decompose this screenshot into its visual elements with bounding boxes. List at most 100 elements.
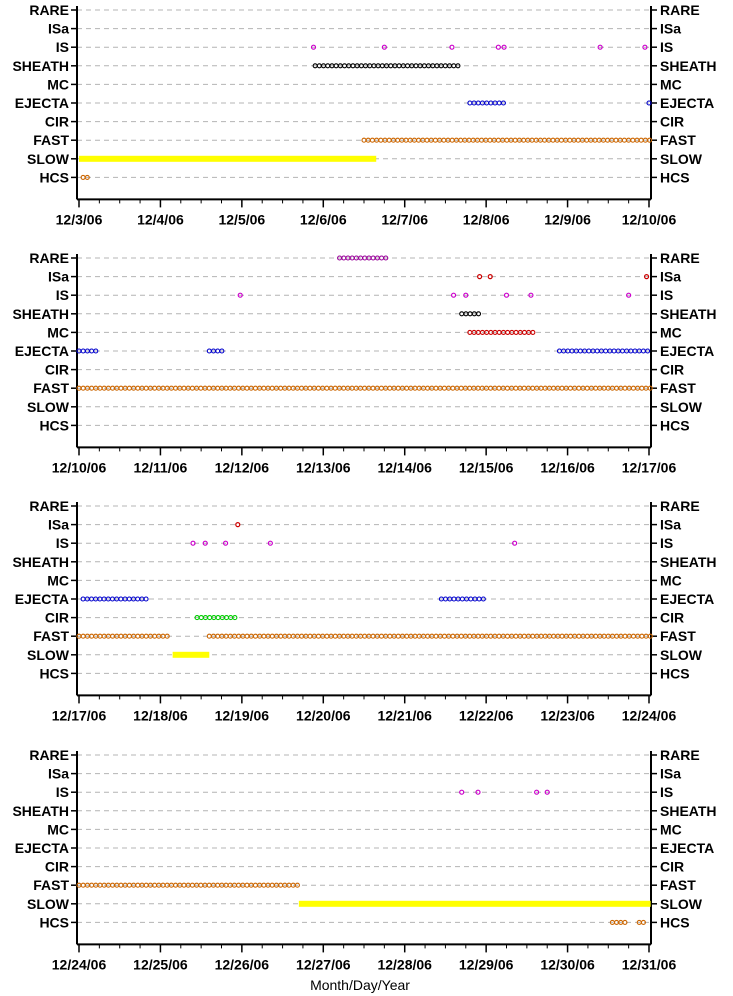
category-label-left: IS (56, 535, 69, 551)
category-label-right: SLOW (660, 399, 703, 415)
event-point-is (267, 540, 273, 546)
category-label-right: SHEATH (660, 803, 717, 819)
x-tick-label: 12/17/06 (52, 707, 107, 723)
event-range-ejecta (459, 596, 465, 602)
x-tick-label: 12/19/06 (215, 707, 270, 723)
event-point-is (237, 292, 243, 298)
event-range-fast (441, 385, 447, 391)
event-range-ejecta (645, 348, 651, 354)
event-range-mc (521, 329, 528, 335)
event-range-ejecta (219, 348, 225, 354)
category-label-left: FAST (33, 877, 69, 893)
category-label-right: ISa (660, 517, 681, 533)
x-tick-label: 12/26/06 (215, 956, 270, 972)
category-label-right: MC (660, 324, 682, 340)
event-point-is (642, 44, 648, 50)
event-point-is (597, 44, 603, 50)
category-label-right: CIR (660, 362, 684, 378)
event-range-fast (135, 633, 141, 639)
event-range-fast (315, 385, 321, 391)
event-range-fast (504, 137, 510, 143)
category-label-left: MC (47, 76, 69, 92)
event-point-is (626, 292, 632, 298)
category-label-right: EJECTA (660, 591, 714, 607)
category-label-right: SLOW (660, 896, 703, 912)
category-label-left: RARE (29, 498, 69, 514)
event-range-fast (189, 385, 195, 391)
category-label-left: HCS (39, 417, 69, 433)
category-label-left: MC (47, 821, 69, 837)
category-label-right: CIR (660, 114, 684, 130)
event-range-sheath (404, 63, 411, 69)
category-label-right: IS (660, 287, 673, 303)
event-point-is (512, 540, 518, 546)
event-range-fast (294, 882, 300, 888)
event-range-hcs (640, 919, 646, 925)
event-range-fast (324, 633, 330, 639)
x-tick-label: 12/31/06 (622, 956, 677, 972)
event-range-fast (567, 633, 574, 639)
event-range-fast (621, 137, 627, 143)
event-range-fast (261, 633, 267, 639)
event-range-fast (647, 137, 653, 143)
event-range-ejecta (500, 100, 507, 106)
event-range-ejecta (603, 348, 609, 354)
x-tick-label: 12/15/06 (459, 459, 514, 475)
category-label-right: HCS (660, 665, 690, 681)
event-range-fast (378, 137, 384, 143)
event-point-isa (235, 521, 241, 528)
event-range-fast (576, 633, 582, 639)
event-point-is (459, 789, 465, 795)
timeline-panel: RARE RARE ISa ISa IS IS SHEATH SHEATH MC MC EJECTA… (12, 747, 716, 972)
event-point-isa (487, 274, 493, 280)
category-label-right: FAST (660, 877, 696, 893)
event-range-fast (630, 137, 636, 143)
event-range-mc (530, 329, 536, 335)
event-range-ejecta (594, 348, 600, 354)
category-label-left: HCS (39, 914, 69, 930)
category-label-right: CIR (660, 610, 684, 626)
category-label-right: RARE (660, 250, 700, 266)
category-label-right: SHEATH (660, 58, 717, 74)
category-label-left: FAST (33, 628, 69, 644)
event-range-fast (189, 882, 195, 888)
event-point-isa (643, 274, 650, 280)
event-range-ejecta (143, 596, 149, 602)
x-tick-label: 12/3/06 (56, 211, 103, 227)
category-label-left: CIR (45, 859, 69, 875)
x-tick-label: 12/28/06 (377, 956, 432, 972)
x-tick-label: 12/11/06 (134, 459, 188, 475)
event-point-is (463, 292, 469, 298)
category-label-right: MC (660, 76, 682, 92)
event-range-mc (513, 329, 519, 335)
event-range-sheath (396, 63, 402, 69)
category-label-right: RARE (660, 747, 700, 763)
event-range-fast (504, 385, 510, 391)
event-range-ejecta (480, 596, 486, 602)
event-range-hcs (622, 919, 628, 925)
category-label-left: FAST (33, 132, 69, 148)
category-label-left: FAST (33, 380, 69, 396)
category-label-left: SLOW (27, 647, 70, 663)
event-range-fast (135, 882, 141, 888)
event-range-fast (198, 385, 204, 391)
event-range-slow (79, 155, 377, 162)
event-point-is (202, 540, 208, 546)
event-point-is (222, 540, 229, 546)
event-point-is (449, 44, 455, 50)
event-point-is (190, 540, 196, 546)
event-range-ejecta (93, 348, 99, 354)
x-tick-label: 12/12/06 (215, 459, 270, 475)
event-range-fast (135, 385, 141, 391)
event-range-fast (252, 882, 258, 888)
x-tick-label: 12/6/06 (300, 211, 347, 227)
x-tick-label: 12/18/06 (133, 707, 188, 723)
event-point-is (475, 789, 481, 795)
category-label-right: IS (660, 39, 673, 55)
event-range-fast (450, 385, 456, 391)
event-range-ejecta (646, 100, 652, 106)
event-range-sheath (459, 311, 465, 317)
event-range-fast (198, 882, 204, 888)
x-tick-label: 12/24/06 (622, 707, 677, 723)
category-label-right: EJECTA (660, 343, 714, 359)
